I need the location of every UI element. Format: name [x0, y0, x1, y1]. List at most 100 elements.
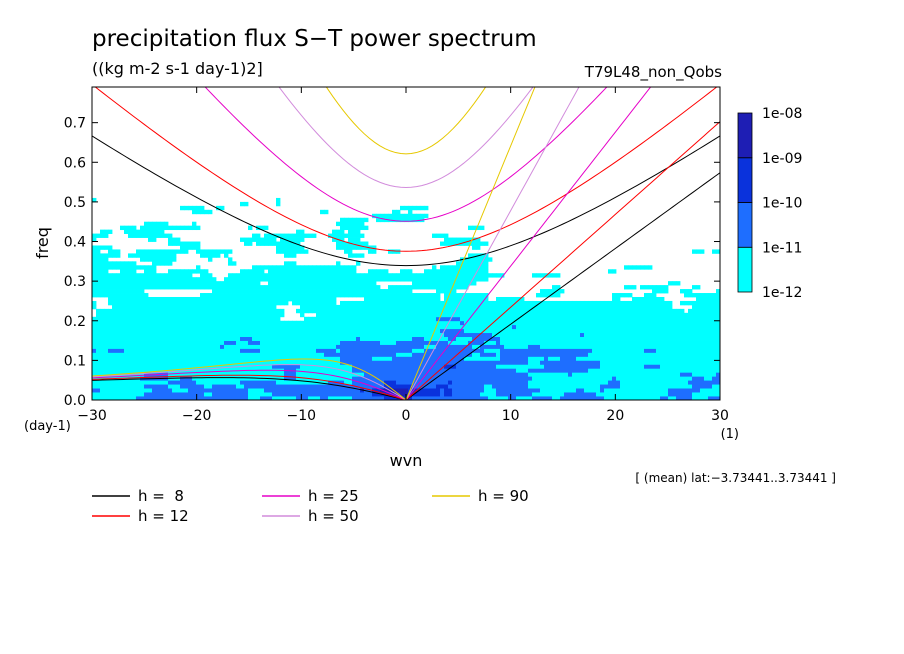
- contour-cell: [584, 328, 589, 334]
- contour-cell: [184, 312, 189, 318]
- contour-cell: [628, 285, 633, 290]
- contour-cell: [480, 225, 485, 231]
- contour-cell: [136, 293, 141, 298]
- contour-cell: [184, 396, 189, 400]
- contour-cell: [124, 340, 129, 345]
- contour-cell: [208, 356, 213, 361]
- contour-cell: [136, 316, 141, 322]
- contour-cell: [500, 304, 505, 310]
- contour-cell: [356, 241, 361, 246]
- contour-cell: [268, 308, 273, 314]
- contour-cell: [288, 372, 293, 377]
- contour-cell: [460, 285, 465, 290]
- contour-cell: [204, 340, 209, 345]
- contour-cell: [588, 348, 593, 353]
- contour-cell: [128, 384, 133, 389]
- contour-cell: [212, 304, 217, 310]
- contour-cell: [188, 245, 193, 250]
- contour-cell: [288, 340, 293, 345]
- contour-cell: [656, 320, 661, 326]
- contour-cell: [496, 340, 501, 345]
- contour-cell: [120, 360, 125, 365]
- contour-cell: [336, 332, 341, 338]
- contour-cell: [448, 285, 453, 290]
- contour-cell: [136, 380, 141, 385]
- contour-cell: [444, 277, 449, 282]
- contour-cell: [452, 273, 457, 278]
- contour-cell: [652, 360, 657, 365]
- contour-cell: [388, 340, 393, 345]
- contour-cell: [652, 344, 657, 349]
- contour-cell: [476, 388, 481, 393]
- contour-cell: [312, 233, 317, 238]
- contour-cell: [520, 340, 525, 345]
- contour-cell: [412, 348, 417, 353]
- plot-area: [92, 87, 720, 400]
- contour-cell: [516, 308, 521, 314]
- contour-cell: [160, 392, 165, 397]
- contour-cell: [180, 324, 185, 330]
- contour-cell: [604, 320, 609, 326]
- contour-cell: [120, 324, 125, 330]
- contour-cell: [284, 273, 289, 278]
- contour-cell: [600, 308, 605, 314]
- contour-cell: [468, 336, 473, 341]
- contour-cell: [588, 392, 593, 397]
- contour-cell: [344, 396, 349, 400]
- contour-cell: [168, 285, 173, 290]
- contour-cell: [520, 304, 525, 310]
- contour-cell: [232, 348, 237, 353]
- contour-cell: [684, 320, 689, 326]
- contour-cell: [256, 360, 261, 365]
- contour-cell: [140, 348, 145, 353]
- contour-cell: [252, 336, 257, 341]
- contour-cell: [284, 253, 289, 258]
- contour-cell: [220, 281, 225, 286]
- contour-cell: [360, 392, 365, 397]
- contour-cell: [460, 392, 465, 397]
- contour-cell: [492, 316, 497, 322]
- contour-cell: [452, 368, 457, 373]
- contour-cell: [616, 368, 621, 373]
- contour-cell: [632, 312, 637, 318]
- contour-cell: [364, 308, 369, 314]
- contour-cell: [244, 372, 249, 377]
- contour-cell: [668, 388, 673, 393]
- contour-cell: [208, 388, 213, 393]
- contour-cell: [128, 332, 133, 338]
- contour-cell: [580, 300, 585, 306]
- contour-cell: [296, 245, 301, 250]
- contour-cell: [316, 285, 321, 290]
- contour-cell: [304, 304, 309, 310]
- contour-cell: [496, 324, 501, 330]
- contour-cell: [544, 336, 549, 341]
- contour-cell: [268, 265, 273, 270]
- contour-cell: [648, 360, 653, 365]
- contour-cell: [528, 380, 533, 385]
- contour-cell: [164, 308, 169, 314]
- contour-cell: [196, 269, 201, 274]
- contour-cell: [292, 388, 297, 393]
- contour-cell: [224, 277, 229, 282]
- contour-cell: [580, 356, 585, 361]
- contour-cell: [164, 316, 169, 322]
- contour-cell: [436, 293, 441, 298]
- contour-cell: [648, 308, 653, 314]
- contour-cell: [440, 273, 445, 278]
- contour-cell: [440, 376, 445, 381]
- contour-cell: [316, 356, 321, 361]
- contour-cell: [408, 304, 413, 310]
- contour-cell: [228, 316, 233, 322]
- contour-cell: [400, 388, 405, 393]
- contour-cell: [496, 273, 501, 278]
- contour-cell: [124, 356, 129, 361]
- contour-cell: [168, 328, 173, 334]
- contour-cell: [520, 336, 525, 341]
- contour-cell: [448, 360, 453, 365]
- contour-cell: [284, 332, 289, 338]
- contour-cell: [636, 392, 641, 397]
- contour-cell: [256, 293, 261, 298]
- contour-cell: [512, 324, 517, 330]
- contour-cell: [628, 265, 633, 270]
- contour-cell: [496, 328, 501, 334]
